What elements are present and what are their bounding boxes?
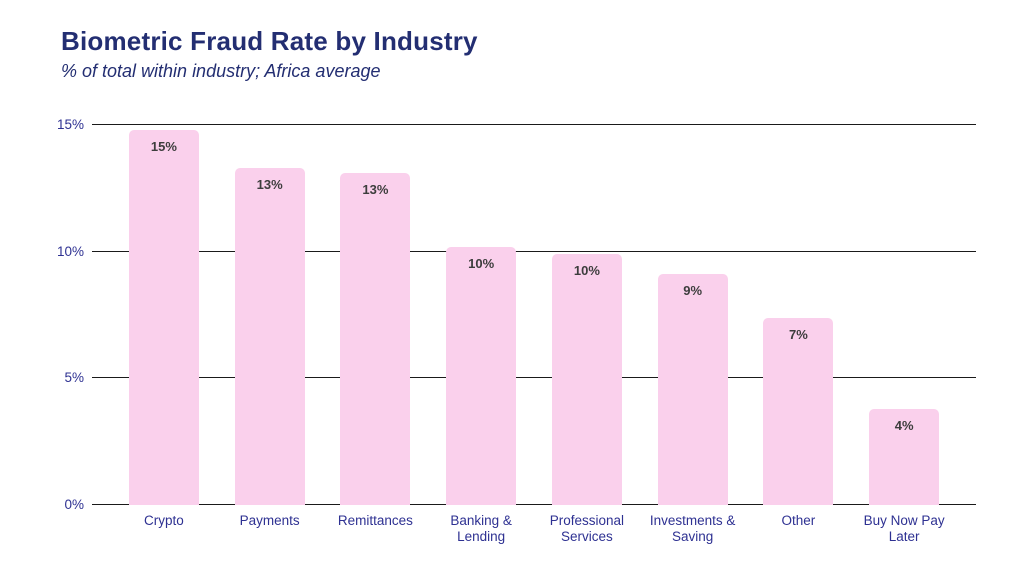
bar-payments: 13% — [234, 168, 305, 505]
bar-value-label: 10% — [468, 255, 495, 271]
y-axis-tick-labels: 0% 5% 10% 15% — [0, 117, 84, 512]
x-tick-slot-investments: Investments & Saving — [640, 506, 746, 545]
bar-value-label: 13% — [362, 182, 389, 198]
bar-slot-other: 7% — [746, 125, 852, 505]
bar-slot-banking: 10% — [428, 125, 534, 505]
bar-value-label: 15% — [150, 139, 177, 155]
x-tick-label: Banking & Lending — [450, 513, 512, 544]
x-tick-slot-payments: Payments — [217, 506, 323, 545]
bar-other: 7% — [763, 317, 834, 505]
x-tick-slot-other: Other — [746, 506, 852, 545]
chart-subtitle: % of total within industry; Africa avera… — [61, 61, 381, 81]
gridline-0 — [92, 504, 976, 505]
x-tick-label: Buy Now Pay Later — [863, 513, 945, 544]
x-tick-label: Professional Services — [549, 513, 625, 544]
gridlines — [92, 124, 976, 505]
y-tick-label: 15% — [56, 117, 84, 132]
bar-professional: 10% — [551, 254, 622, 505]
gridline-5 — [92, 377, 976, 379]
x-tick-label: Other — [781, 513, 816, 528]
x-tick-slot-remittances: Remittances — [323, 506, 429, 545]
bar-slot-professional: 10% — [534, 125, 640, 505]
x-tick-slot-buy-now-pay: Buy Now Pay Later — [851, 506, 957, 545]
bar-chart-plot: 15% 13% 13% 10% 10% 9% 7% 4% — [92, 124, 976, 505]
bar-banking: 10% — [446, 246, 517, 505]
bar-remittances: 13% — [340, 173, 411, 505]
bar-slot-crypto: 15% — [111, 125, 217, 505]
bar-value-label: 4% — [894, 417, 914, 433]
y-tick-label: 0% — [64, 497, 84, 512]
x-axis-tick-labels: Crypto Payments Remittances Banking & Lendi… — [92, 506, 976, 545]
y-tick-label: 5% — [64, 370, 84, 386]
chart-title: Biometric Fraud Rate by Industry — [61, 26, 478, 56]
bar-investments: 9% — [657, 274, 728, 505]
x-tick-slot-crypto: Crypto — [111, 506, 217, 545]
bar-value-label: 10% — [573, 263, 600, 279]
bar-value-label: 9% — [683, 283, 703, 299]
bars-container: 15% 13% 13% 10% 10% 9% 7% 4% — [92, 125, 976, 505]
bar-slot-remittances: 13% — [323, 125, 429, 505]
bar-value-label: 13% — [256, 177, 283, 193]
y-tick-label: 10% — [56, 243, 84, 259]
x-tick-label: Payments — [239, 513, 300, 528]
bar-crypto: 15% — [128, 130, 199, 505]
bar-buy-now-pay: 4% — [869, 408, 940, 505]
bar-slot-investments: 9% — [640, 125, 746, 505]
x-tick-slot-banking: Banking & Lending — [428, 506, 534, 545]
x-tick-label: Crypto — [143, 513, 184, 528]
bar-slot-payments: 13% — [217, 125, 323, 505]
x-tick-slot-professional: Professional Services — [534, 506, 640, 545]
gridline-15 — [92, 124, 976, 125]
bar-value-label: 7% — [788, 326, 808, 342]
gridline-10 — [92, 250, 976, 252]
bar-slot-buy-now-pay: 4% — [851, 125, 957, 505]
x-tick-label: Remittances — [337, 513, 413, 528]
x-tick-label: Investments & Saving — [649, 513, 736, 544]
